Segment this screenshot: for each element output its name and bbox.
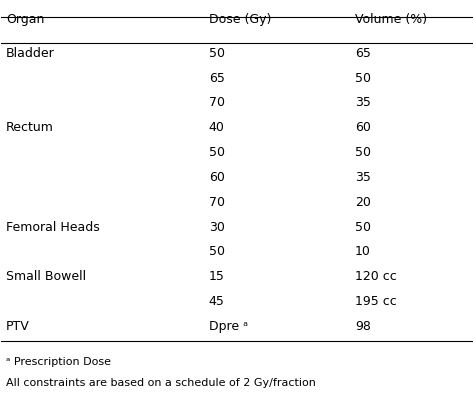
Text: Organ: Organ bbox=[6, 13, 45, 26]
Text: Bladder: Bladder bbox=[6, 47, 55, 60]
Text: 50: 50 bbox=[209, 146, 225, 159]
Text: 50: 50 bbox=[355, 146, 371, 159]
Text: 65: 65 bbox=[209, 71, 225, 85]
Text: 40: 40 bbox=[209, 121, 225, 134]
Text: 120 cc: 120 cc bbox=[355, 270, 397, 283]
Text: 50: 50 bbox=[355, 221, 371, 233]
Text: Small Bowell: Small Bowell bbox=[6, 270, 86, 283]
Text: 70: 70 bbox=[209, 196, 225, 209]
Text: Dpre ᵃ: Dpre ᵃ bbox=[209, 320, 248, 333]
Text: 50: 50 bbox=[209, 245, 225, 258]
Text: 15: 15 bbox=[209, 270, 225, 283]
Text: 45: 45 bbox=[209, 295, 225, 308]
Text: Volume (%): Volume (%) bbox=[355, 13, 427, 26]
Text: 60: 60 bbox=[355, 121, 371, 134]
Text: All constraints are based on a schedule of 2 Gy/fraction: All constraints are based on a schedule … bbox=[6, 378, 316, 388]
Text: 50: 50 bbox=[209, 47, 225, 60]
Text: 35: 35 bbox=[355, 171, 371, 184]
Text: 60: 60 bbox=[209, 171, 225, 184]
Text: 20: 20 bbox=[355, 196, 371, 209]
Text: 35: 35 bbox=[355, 96, 371, 110]
Text: Dose (Gy): Dose (Gy) bbox=[209, 13, 271, 26]
Text: Rectum: Rectum bbox=[6, 121, 54, 134]
Text: 65: 65 bbox=[355, 47, 371, 60]
Text: ᵃ Prescription Dose: ᵃ Prescription Dose bbox=[6, 357, 111, 366]
Text: Femoral Heads: Femoral Heads bbox=[6, 221, 100, 233]
Text: 98: 98 bbox=[355, 320, 371, 333]
Text: 30: 30 bbox=[209, 221, 225, 233]
Text: 50: 50 bbox=[355, 71, 371, 85]
Text: 70: 70 bbox=[209, 96, 225, 110]
Text: 10: 10 bbox=[355, 245, 371, 258]
Text: PTV: PTV bbox=[6, 320, 30, 333]
Text: 195 cc: 195 cc bbox=[355, 295, 397, 308]
